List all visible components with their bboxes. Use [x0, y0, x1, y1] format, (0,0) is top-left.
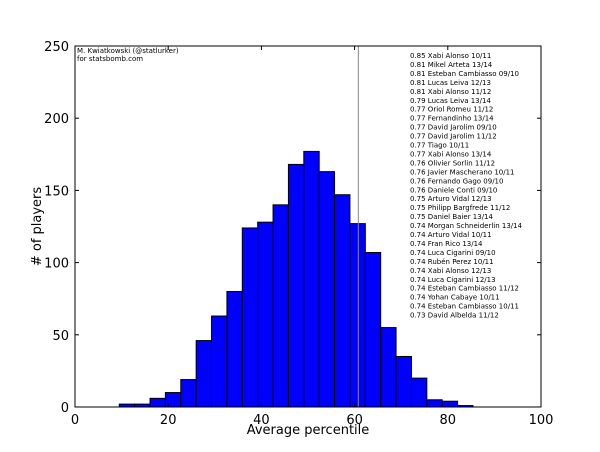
annotations-group: 0.85 Xabi Alonso 10/110.81 Mikel Arteta …	[410, 52, 523, 320]
player-annotation: 0.74 Esteban Cambiasso 11/12	[410, 285, 519, 293]
y-ticks-group: 0 50 100 150 200 250	[44, 40, 541, 416]
player-annotation: 0.77 David Jarolim 11/12	[410, 133, 497, 141]
credit-group: M. Kwiatkowski (@statlurker)for statsbom…	[77, 47, 179, 63]
histogram-bar	[303, 150, 320, 408]
y-tick-label: 150	[44, 184, 69, 199]
y-tick-label: 0	[61, 401, 69, 416]
histogram-bar	[410, 377, 428, 408]
player-annotation: 0.76 Daniele Conti 09/10	[410, 186, 497, 194]
player-annotation: 0.76 Olivier Sorlin 11/12	[410, 159, 495, 167]
player-annotation: 0.74 Arturo Vidal 10/11	[410, 231, 492, 239]
player-annotation: 0.77 Tiago 10/11	[410, 142, 469, 150]
x-axis-label: Average percentile	[247, 423, 370, 438]
histogram-bar	[318, 171, 336, 408]
y-tick-label: 250	[44, 40, 69, 55]
histogram-bar	[426, 399, 443, 408]
credit-text: for statsbomb.com	[77, 55, 143, 63]
credit-text: M. Kwiatkowski (@statlurker)	[77, 47, 179, 55]
player-annotation: 0.79 Lucas Leiva 13/14	[410, 97, 491, 105]
histogram-bar	[364, 251, 382, 408]
x-tick-label: 100	[529, 413, 554, 428]
player-annotation: 0.75 Philipp Bargfrede 11/12	[410, 204, 510, 212]
player-annotation: 0.77 Oriol Romeu 11/12	[410, 106, 493, 114]
x-tick-label: 20	[160, 413, 177, 428]
x-ticks-group: 0 20 40 60 80 100	[71, 46, 554, 428]
player-annotation: 0.74 Xabi Alonso 12/13	[410, 267, 491, 275]
histogram-bar	[395, 355, 412, 408]
y-axis-label: # of players	[30, 187, 45, 267]
player-annotation: 0.81 Mikel Arteta 13/14	[410, 61, 493, 69]
player-annotation: 0.74 Rubén Perez 10/11	[410, 258, 494, 266]
y-tick-label: 100	[44, 257, 69, 272]
player-annotation: 0.81 Lucas Leiva 12/13	[410, 79, 491, 87]
x-tick-label: 40	[253, 413, 270, 428]
player-annotation: 0.74 Luca Cigarini 09/10	[410, 249, 496, 257]
histogram-bar	[441, 400, 459, 408]
histogram-bar	[334, 194, 351, 408]
player-annotation: 0.76 Javier Mascherano 10/11	[410, 168, 515, 176]
histogram-bar	[195, 340, 213, 408]
player-annotation: 0.74 Esteban Cambiasso 10/11	[410, 303, 519, 311]
player-annotation: 0.74 Luca Cigarini 12/13	[410, 276, 496, 284]
player-annotation: 0.74 Morgan Schneiderlin 13/14	[410, 222, 523, 230]
player-annotation: 0.77 Xabi Alonso 13/14	[410, 150, 492, 158]
histogram-bar	[149, 397, 166, 408]
player-annotation: 0.85 Xabi Alonso 10/11	[410, 52, 491, 60]
plot-frame	[74, 45, 542, 408]
player-annotation: 0.73 David Albelda 11/12	[410, 312, 499, 320]
histogram-bar	[226, 290, 243, 408]
player-annotation: 0.77 David Jarolim 09/10	[410, 124, 497, 132]
player-annotation: 0.81 Esteban Cambiasso 09/10	[410, 70, 519, 78]
player-annotation: 0.75 Daniel Baier 13/14	[410, 213, 494, 221]
x-tick-label: 80	[440, 413, 457, 428]
histogram-bar	[287, 163, 305, 408]
histogram-bar	[211, 315, 228, 408]
player-annotation: 0.81 Xabi Alonso 11/12	[410, 88, 491, 96]
y-tick-label: 50	[52, 329, 69, 344]
player-annotation: 0.76 Fernando Gago 09/10	[410, 177, 503, 185]
player-annotation: 0.75 Arturo Vidal 12/13	[410, 195, 492, 203]
player-annotation: 0.74 Fran Rico 13/14	[410, 240, 483, 248]
histogram-bar	[349, 223, 366, 408]
histogram-bar	[180, 379, 197, 408]
x-tick-label: 0	[71, 413, 79, 428]
y-tick-label: 200	[44, 112, 69, 127]
x-tick-label: 60	[346, 413, 363, 428]
histogram-bar	[257, 221, 274, 408]
histogram-bar	[272, 204, 289, 408]
histogram-bar	[380, 327, 397, 408]
player-annotation: 0.74 Yohan Cabaye 10/11	[410, 294, 500, 302]
player-annotation: 0.77 Fernandinho 13/14	[410, 115, 494, 123]
histogram-bar	[241, 227, 259, 408]
